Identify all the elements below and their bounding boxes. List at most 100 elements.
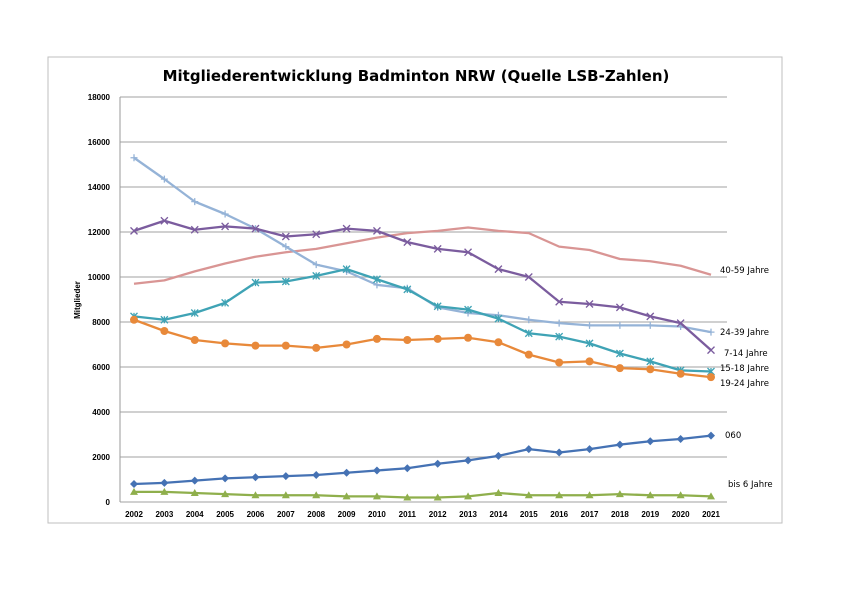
data-point <box>707 328 715 336</box>
data-point <box>555 319 563 327</box>
x-tick-label: 2021 <box>702 510 720 519</box>
data-point <box>433 334 442 343</box>
data-point <box>433 459 442 468</box>
data-point <box>251 473 260 482</box>
data-point <box>281 491 290 499</box>
data-point <box>221 210 229 218</box>
x-tick-label: 2007 <box>277 510 295 519</box>
data-point <box>676 491 685 499</box>
y-tick-label: 2000 <box>92 453 110 462</box>
chart-title: Mitgliederentwicklung Badminton NRW (Que… <box>163 67 670 85</box>
data-point <box>251 341 260 350</box>
data-point <box>160 478 169 487</box>
data-point <box>494 489 503 496</box>
data-point <box>707 431 715 440</box>
data-point <box>524 329 533 338</box>
x-tick-label: 2011 <box>399 510 417 519</box>
data-point <box>585 300 594 308</box>
series-15-18-jahre <box>130 265 715 376</box>
data-point <box>524 273 533 281</box>
x-tick-label: 2002 <box>125 510 143 519</box>
data-point <box>555 332 564 341</box>
data-point <box>372 226 381 235</box>
data-point <box>312 343 321 352</box>
data-point <box>281 277 290 286</box>
data-point <box>342 340 351 349</box>
series-label: 40-59 Jahre <box>720 266 769 276</box>
data-point <box>586 321 594 329</box>
y-tick-label: 10000 <box>88 273 111 282</box>
data-point <box>707 492 715 500</box>
series-line <box>134 490 712 499</box>
data-point <box>403 464 412 473</box>
data-point <box>130 480 138 488</box>
x-tick-label: 2014 <box>490 510 508 519</box>
data-point <box>130 315 138 324</box>
data-point <box>676 369 685 378</box>
data-point <box>372 492 381 500</box>
data-point <box>707 346 715 355</box>
data-point <box>403 493 412 501</box>
data-point <box>616 321 624 329</box>
data-point <box>312 271 321 280</box>
data-point <box>464 305 473 314</box>
series-19-24-jahre <box>130 315 715 382</box>
series-label: 24-39 Jahre <box>720 328 769 338</box>
data-point <box>221 298 230 307</box>
data-point <box>190 225 199 234</box>
y-tick-label: 8000 <box>92 318 110 327</box>
data-point <box>312 230 321 239</box>
data-point <box>585 445 594 454</box>
data-point <box>312 491 321 499</box>
data-point <box>342 265 351 274</box>
data-point <box>615 490 624 498</box>
data-point <box>494 265 503 274</box>
x-tick-label: 2010 <box>368 510 386 519</box>
data-point <box>130 487 138 495</box>
series-label: 7-14 Jahre <box>724 349 768 359</box>
x-tick-label: 2005 <box>216 510 234 519</box>
data-point <box>646 365 655 374</box>
series-label: 060 <box>725 431 741 441</box>
data-point <box>281 232 290 241</box>
x-tick-label: 2009 <box>338 510 356 519</box>
x-tick-labels: 2002 2003 2004 2005 2006 2007 2008 2009 2010 2011… <box>125 510 720 519</box>
data-point <box>342 224 351 233</box>
data-point <box>494 338 503 347</box>
x-tick-label: 2013 <box>459 510 477 519</box>
y-tick-label: 12000 <box>88 228 111 237</box>
data-point <box>312 261 320 269</box>
data-point <box>646 312 655 321</box>
data-point <box>525 316 533 324</box>
data-point <box>524 491 533 499</box>
data-point <box>464 333 473 342</box>
data-point <box>342 492 351 500</box>
data-point <box>646 491 655 499</box>
chart-border <box>47 56 783 524</box>
data-point <box>494 314 503 323</box>
data-point <box>676 435 685 443</box>
data-point <box>403 336 412 344</box>
data-point <box>160 487 169 495</box>
x-tick-label: 2012 <box>429 510 447 519</box>
data-point <box>585 357 594 366</box>
data-point <box>555 491 564 499</box>
series-line <box>133 434 712 486</box>
data-point <box>190 336 199 344</box>
data-point <box>160 216 169 225</box>
data-point <box>372 275 381 284</box>
data-point <box>191 198 199 206</box>
data-point <box>646 357 655 366</box>
data-point <box>464 492 473 500</box>
data-point <box>646 437 655 446</box>
data-point <box>251 278 260 287</box>
data-point <box>160 315 169 324</box>
y-tick-label: 18000 <box>88 93 111 102</box>
data-point <box>403 238 412 247</box>
data-point <box>312 471 321 479</box>
y-axis-label: Mitglieder <box>73 281 82 319</box>
y-tick-label: 0 <box>106 498 111 507</box>
data-point <box>221 490 230 498</box>
series-label: 19-24 Jahre <box>720 379 769 389</box>
